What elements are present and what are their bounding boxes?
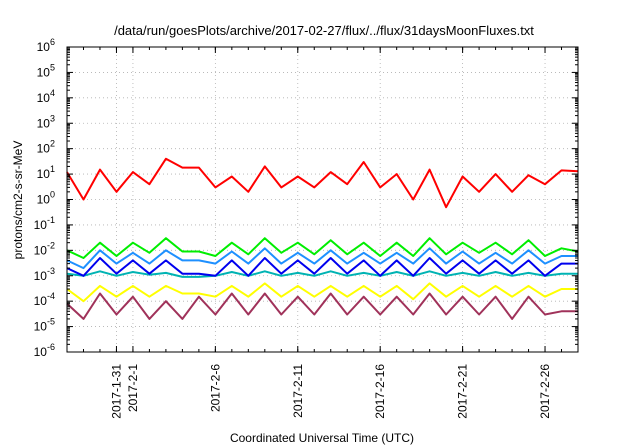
- y-tick-label: 106: [37, 37, 55, 54]
- series-line-6: [66, 292, 578, 320]
- y-tick-exponent: 2: [50, 139, 55, 149]
- y-tick-exponent: 1: [50, 164, 55, 174]
- x-tick-label: 2017-1-31: [109, 364, 123, 419]
- series-line-2: [66, 247, 578, 270]
- y-tick-exponent: -1: [47, 215, 55, 225]
- y-tick-base: 10: [37, 91, 51, 105]
- y-axis-label-text: protons/cm2-s-sr-MeV: [11, 141, 25, 260]
- x-tick-label: 2017-2-6: [208, 364, 222, 412]
- y-tick-label: 10-4: [34, 291, 55, 308]
- x-axis: 2017-1-31 2017-2-1 2017-2-6 2017-2-11 2017-2…: [66, 47, 579, 419]
- y-axis-label: protons/cm2-s-sr-MeV: [11, 141, 25, 260]
- y-tick-base: 10: [37, 65, 51, 79]
- y-tick-label: 100: [37, 190, 55, 207]
- y-tick-base: 10: [34, 294, 48, 308]
- grid: [67, 46, 578, 353]
- y-tick-label: 10-6: [34, 342, 55, 359]
- y-tick-label: 103: [37, 113, 55, 130]
- y-tick-base: 10: [34, 269, 48, 283]
- y-tick-exponent: -3: [47, 266, 55, 276]
- x-tick-label: 2017-2-1: [126, 364, 140, 412]
- y-axis: 10610510410310210110010-110-210-310-410-…: [34, 37, 578, 359]
- y-tick-base: 10: [34, 345, 48, 359]
- y-tick-exponent: -5: [47, 317, 55, 327]
- y-tick-base: 10: [34, 243, 48, 257]
- x-tick-label: 2017-2-21: [456, 364, 470, 419]
- y-tick-exponent: 4: [50, 88, 55, 98]
- x-tick-label: 2017-2-26: [538, 364, 552, 419]
- y-tick-exponent: -2: [47, 240, 55, 250]
- x-tick-label: 2017-2-11: [291, 364, 305, 418]
- series-line-3: [66, 257, 578, 277]
- series-line-4: [66, 270, 578, 278]
- y-tick-label: 10-3: [34, 266, 55, 283]
- y-tick-label: 10-1: [34, 215, 55, 232]
- series-layer: [66, 157, 579, 320]
- chart-title: /data/run/goesPlots/archive/2017-02-27/f…: [114, 23, 534, 38]
- y-tick-label: 105: [37, 62, 55, 79]
- series-line-0: [66, 157, 579, 209]
- y-tick-base: 10: [37, 40, 51, 54]
- y-tick-base: 10: [34, 320, 48, 334]
- y-tick-exponent: -4: [47, 291, 55, 301]
- y-tick-label: 101: [37, 164, 55, 181]
- y-tick-base: 10: [37, 116, 51, 130]
- y-tick-base: 10: [37, 142, 51, 156]
- x-tick-label: 2017-2-16: [373, 364, 387, 419]
- x-axis-label: Coordinated Universal Time (UTC): [230, 431, 414, 445]
- y-tick-exponent: 6: [50, 37, 55, 47]
- y-tick-label: 102: [37, 139, 55, 156]
- y-tick-exponent: -6: [47, 342, 55, 352]
- y-tick-exponent: 5: [50, 62, 55, 72]
- series-line-1: [66, 237, 579, 259]
- y-tick-base: 10: [34, 218, 48, 232]
- y-tick-exponent: 0: [50, 190, 55, 200]
- y-tick-label: 104: [37, 88, 55, 105]
- y-tick-label: 10-2: [34, 240, 55, 257]
- y-tick-exponent: 3: [50, 113, 55, 123]
- y-tick-base: 10: [37, 193, 51, 207]
- y-tick-base: 10: [37, 167, 51, 181]
- y-tick-label: 10-5: [34, 317, 55, 334]
- series-line-5: [66, 282, 578, 303]
